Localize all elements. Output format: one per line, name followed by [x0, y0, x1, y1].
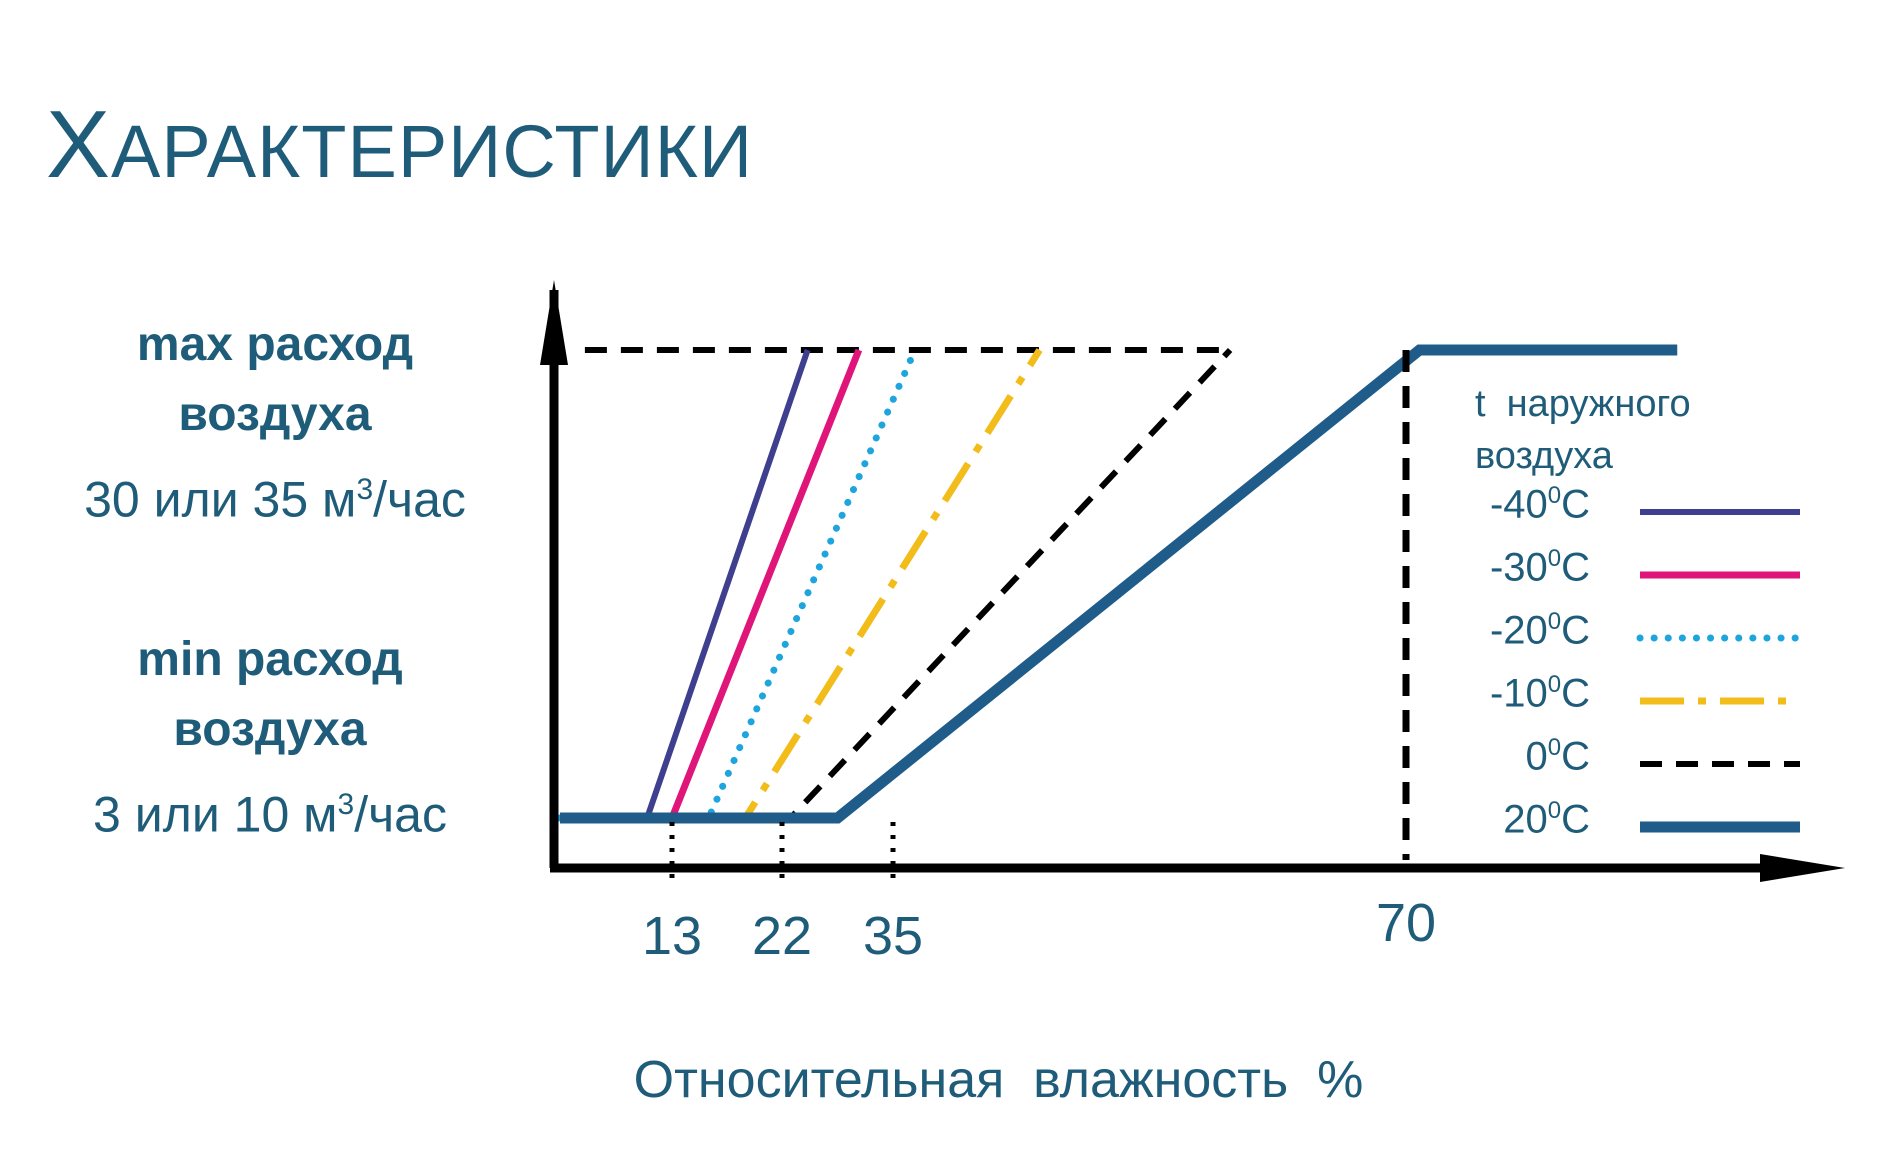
- legend-lines: [1636, 509, 1804, 833]
- series-line-6: [560, 344, 1678, 824]
- legend-label-2: -300C: [1489, 545, 1590, 590]
- min-flow-annotation: min расход воздуха 3 или 10 м3/час: [40, 625, 500, 855]
- x-axis-arrow-icon: [1760, 854, 1845, 882]
- min-flow-label-line1: min расход: [137, 633, 403, 686]
- max-flow-value: 30 или 35 м3/час: [84, 471, 466, 528]
- legend-title: t наружного воздуха: [1475, 383, 1691, 477]
- series-layer: [556, 344, 1678, 824]
- guides-layer: [669, 350, 1410, 880]
- x-tick-label: 13: [641, 906, 703, 966]
- max-flow-label-line2: воздуха: [178, 388, 372, 441]
- max-flow-annotation: max расход воздуха 30 или 35 м3/час: [40, 310, 510, 540]
- series-line-1: [560, 349, 811, 821]
- x-tick-label: 70: [1375, 893, 1437, 953]
- x-tick-label: 35: [862, 906, 924, 966]
- max-flow-label-line1: max расход: [136, 318, 414, 371]
- legend-label-6: 200C: [1503, 797, 1590, 842]
- legend-label-1: -400C: [1489, 482, 1590, 527]
- axes-layer: [540, 280, 1845, 882]
- x-tick-label: 22: [751, 906, 813, 966]
- series-line-4: [560, 348, 1043, 822]
- y-axis-arrow-icon: [540, 280, 568, 365]
- series-line-2: [560, 348, 863, 822]
- page-title-rest: АРАКТЕРИСТИКИ: [111, 110, 754, 193]
- legend-label-5: 00C: [1525, 734, 1591, 779]
- page-title-first-letter: Х: [46, 91, 112, 198]
- x-axis-label: Относительная влажность %: [633, 1051, 1364, 1109]
- legend-label-4: -100C: [1489, 671, 1590, 716]
- legend-label-3: -200C: [1489, 608, 1590, 653]
- min-flow-value: 3 или 10 м3/час: [93, 786, 447, 843]
- series-line-3: [556, 346, 919, 822]
- min-flow-label-line2: воздуха: [173, 703, 367, 756]
- page-title: ХАРАКТЕРИСТИКИ: [46, 90, 753, 200]
